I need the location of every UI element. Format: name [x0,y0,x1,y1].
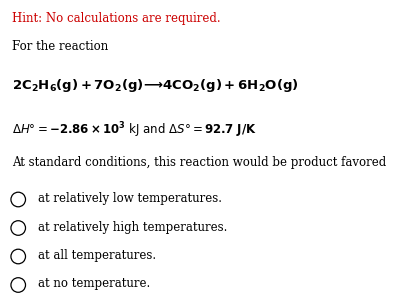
Text: $\mathbf{2C_2H_6(g) + 7O_2(g) \!\longrightarrow\! 4CO_2(g) + 6H_2O(g)}$: $\mathbf{2C_2H_6(g) + 7O_2(g) \!\longrig… [12,76,299,94]
Text: at relatively low temperatures.: at relatively low temperatures. [38,192,222,205]
Text: at relatively high temperatures.: at relatively high temperatures. [38,220,227,233]
Text: at no temperature.: at no temperature. [38,278,150,290]
Text: For the reaction: For the reaction [12,40,109,53]
Text: $\Delta H°= \mathbf{-2.86 \times 10^3}\ \mathrm{kJ\ and}\ \Delta S°= \mathbf{92.: $\Delta H°= \mathbf{-2.86 \times 10^3}\ … [12,120,257,140]
Text: Hint: No calculations are required.: Hint: No calculations are required. [12,12,221,25]
Text: at all temperatures.: at all temperatures. [38,249,156,262]
Text: At standard conditions, this reaction would be product favored: At standard conditions, this reaction wo… [12,156,386,169]
